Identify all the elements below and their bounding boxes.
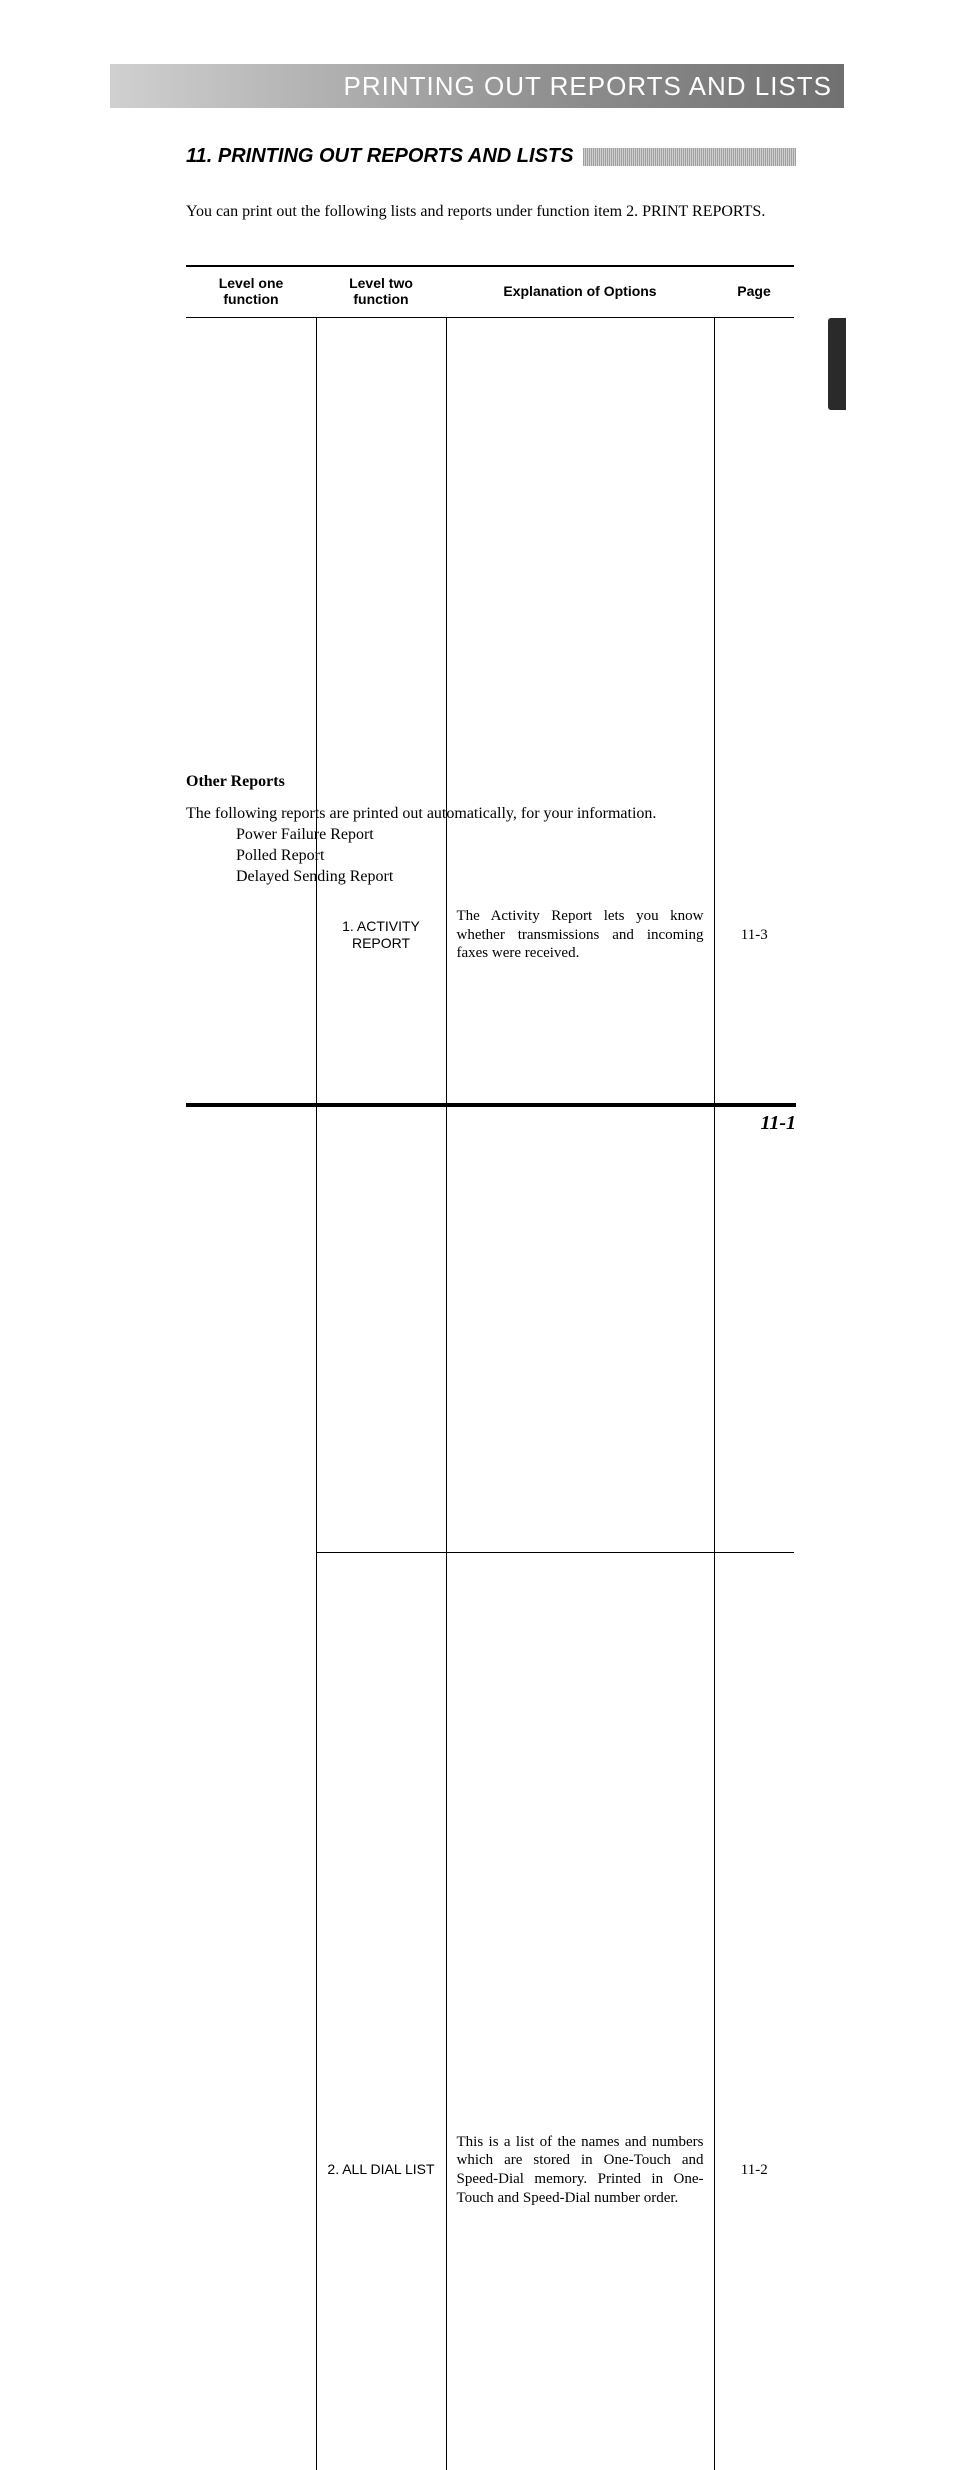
page: PRINTING OUT REPORTS AND LISTS 11. PRINT…	[0, 0, 954, 1235]
level-two-cell: 1. ACTIVITY REPORT	[316, 318, 446, 1553]
col-level-one: Level one function	[186, 266, 316, 318]
col-page: Page	[714, 266, 794, 318]
level-two-cell: 2. ALL DIAL LIST	[316, 1553, 446, 2470]
chapter-number: 11.	[186, 145, 212, 167]
list-item: Power Failure Report	[236, 825, 796, 846]
page-cell: 11-3	[714, 318, 794, 1553]
table-row: 2. PRINT REPORTS 1. ACTIVITY REPORT The …	[186, 318, 794, 1553]
options-table: Level one function Level two function Ex…	[186, 265, 794, 2470]
header-band: PRINTING OUT REPORTS AND LISTS	[110, 64, 844, 108]
explanation-cell: The Activity Report lets you know whethe…	[446, 318, 714, 1553]
other-reports-heading: Other Reports	[186, 773, 796, 791]
level-one-cell: 2. PRINT REPORTS	[186, 318, 316, 2470]
chapter-title: PRINTING OUT REPORTS AND LISTS	[218, 145, 574, 167]
other-reports-section: Other Reports The following reports are …	[186, 773, 796, 887]
footer-page-number: 11-1	[760, 1112, 796, 1135]
list-item: Delayed Sending Report	[236, 867, 796, 888]
other-reports-intro: The following reports are printed out au…	[186, 805, 796, 823]
col-level-two: Level two function	[316, 266, 446, 318]
intro-text: You can print out the following lists an…	[186, 203, 796, 221]
other-reports-list: Power Failure Report Polled Report Delay…	[236, 825, 796, 887]
col-explanation: Explanation of Options	[446, 266, 714, 318]
header-band-text: PRINTING OUT REPORTS AND LISTS	[344, 71, 832, 102]
chapter-heading-text: 11. PRINTING OUT REPORTS AND LISTS	[186, 145, 573, 168]
page-cell: 11-2	[714, 1553, 794, 2470]
heading-fill-texture	[583, 148, 796, 166]
list-item: Polled Report	[236, 846, 796, 867]
explanation-cell: This is a list of the names and numbers …	[446, 1553, 714, 2470]
table-header-row: Level one function Level two function Ex…	[186, 266, 794, 318]
footer-rule	[186, 1103, 796, 1107]
chapter-heading: 11. PRINTING OUT REPORTS AND LISTS	[186, 145, 796, 168]
thumb-tab-marker	[828, 318, 846, 410]
